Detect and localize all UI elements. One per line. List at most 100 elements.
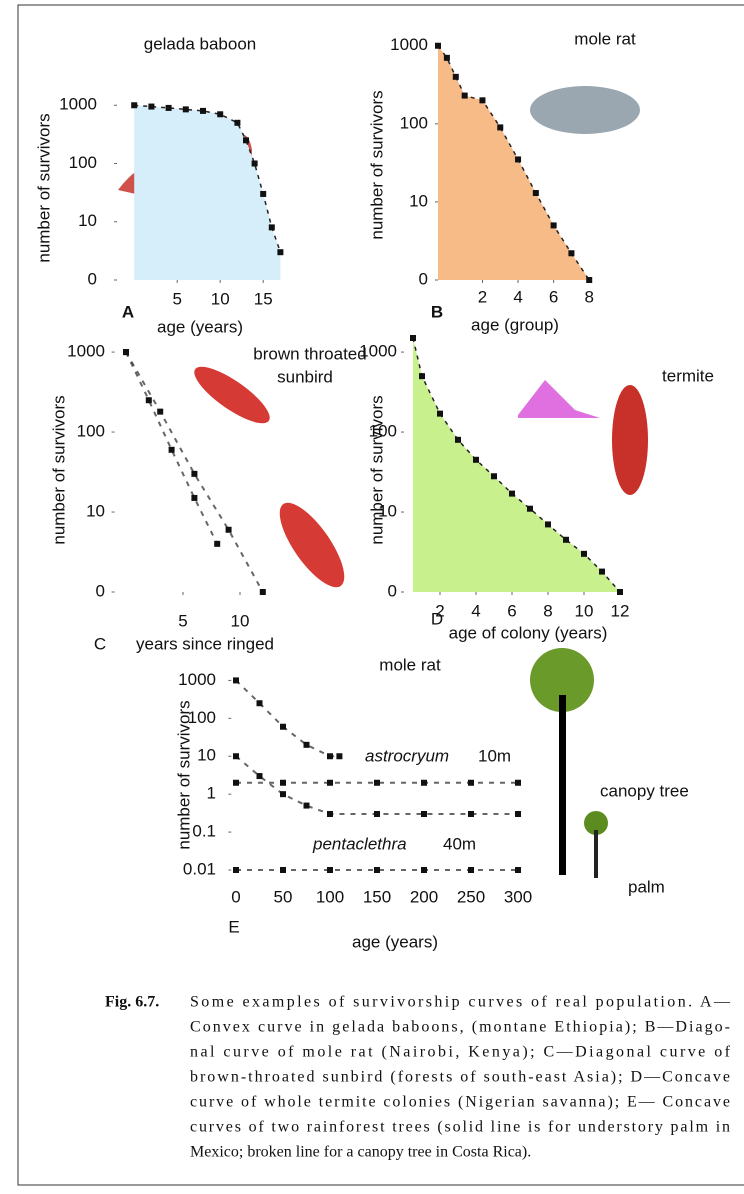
y-tick-label: 1000 — [67, 342, 105, 361]
point — [435, 42, 441, 49]
charts: gelada baboon age (years) number of surviv… — [34, 29, 714, 951]
point — [497, 124, 504, 131]
panel-label: A — [122, 302, 134, 321]
x-axis-label: age (years) — [352, 932, 438, 951]
x-tick-label: 2 — [435, 601, 444, 620]
caption-line: Convex curve in gelada baboons, (montane… — [190, 1019, 730, 1036]
x-tick-label: 150 — [363, 887, 391, 906]
point — [280, 779, 286, 786]
point — [191, 494, 198, 501]
x-tick-label: 8 — [584, 287, 593, 306]
point — [214, 540, 221, 547]
x-tick-label: 10 — [575, 601, 594, 620]
y-tick-label: 1000 — [390, 35, 428, 54]
caption-line: Mexico; broken line for a canopy tree in… — [190, 1144, 531, 1161]
panel-label: C — [94, 634, 106, 653]
y-tick-label: 100 — [400, 113, 428, 132]
y-tick-label: 0.01 — [183, 859, 216, 878]
panel-title: termite — [662, 366, 714, 385]
y-axis-label: number of survivors — [174, 700, 193, 849]
point — [599, 568, 605, 575]
y-tick-label: 0 — [419, 269, 428, 288]
point — [410, 335, 416, 341]
point — [491, 473, 497, 480]
x-axis-label: age (group) — [471, 315, 559, 334]
point — [479, 97, 486, 104]
panel: brown throated sunbird years since ringed n… — [49, 342, 366, 654]
x-tick-label: 5 — [178, 611, 187, 630]
point — [452, 73, 459, 80]
panel: gelada baboon age (years) number of surviv… — [34, 34, 284, 336]
panel: mole rat age (group) number of survivors B0… — [367, 29, 635, 334]
x-tick-label: 100 — [316, 887, 344, 906]
point — [233, 867, 239, 873]
point — [217, 111, 224, 118]
point — [515, 156, 522, 163]
point — [563, 536, 569, 543]
point — [419, 373, 425, 380]
point — [617, 589, 623, 595]
point — [568, 250, 575, 257]
x-tick-label: 0 — [231, 887, 240, 906]
point — [233, 753, 239, 760]
point — [233, 779, 239, 786]
y-tick-label: 0 — [88, 269, 97, 288]
point — [256, 700, 263, 707]
panel-label: E — [228, 917, 239, 936]
x-axis-label: age of colony (years) — [449, 623, 608, 642]
caption-line: nal curve of mole rat (Nairobi, Kenya); … — [190, 1044, 731, 1061]
panel-label: D — [431, 609, 443, 628]
caption-line: curves of two rainforest trees (solid li… — [190, 1119, 730, 1136]
x-tick-label: 50 — [274, 887, 293, 906]
area — [438, 45, 590, 281]
area — [413, 338, 620, 592]
annotation: pentaclethra — [312, 834, 407, 853]
frame — [17, 4, 744, 1186]
point — [225, 526, 232, 533]
point — [327, 779, 333, 786]
point — [168, 446, 175, 453]
point — [277, 249, 284, 256]
point — [256, 773, 263, 780]
point — [468, 810, 474, 817]
panel: termite age of colony (years) number of su… — [359, 335, 714, 642]
y-axis-label: number of survivors — [34, 113, 53, 262]
y-tick-label: 1 — [207, 784, 216, 803]
y-tick-label: 10 — [378, 502, 397, 521]
point — [233, 677, 239, 684]
annotation: 10m — [478, 746, 511, 765]
y-axis-label: number of survivors — [367, 395, 386, 544]
point — [527, 505, 533, 512]
x-tick-label: 250 — [457, 887, 485, 906]
y-tick-label: 1000 — [59, 95, 97, 114]
x-tick-label: 4 — [513, 287, 522, 306]
x-tick-label: 300 — [504, 887, 532, 906]
x-tick-label: 6 — [507, 601, 516, 620]
panel-label: B — [431, 302, 443, 321]
point — [421, 779, 427, 786]
point — [182, 106, 189, 113]
x-tick-label: 12 — [611, 601, 630, 620]
panel-title: gelada baboon — [144, 34, 257, 53]
point — [260, 190, 267, 197]
x-tick-label: 2 — [478, 287, 487, 306]
point — [455, 436, 461, 443]
y-tick-label: 10 — [78, 211, 97, 230]
point — [280, 723, 286, 730]
point — [234, 119, 241, 126]
mole-rat-icon — [530, 86, 640, 134]
tree-icon — [530, 648, 608, 878]
x-tick-label: 4 — [471, 601, 480, 620]
panel-title: mole rat — [379, 655, 441, 674]
panel-title: brown throated — [253, 344, 366, 363]
point — [148, 103, 155, 110]
point — [251, 160, 258, 167]
point — [515, 779, 521, 786]
panel: mole rat age (years) number of survivors E 0… — [174, 655, 688, 951]
x-tick-label: 15 — [254, 289, 273, 308]
point — [468, 867, 474, 873]
termite-icon — [518, 380, 648, 495]
area — [134, 105, 281, 280]
point — [374, 810, 380, 817]
curve — [437, 45, 590, 281]
